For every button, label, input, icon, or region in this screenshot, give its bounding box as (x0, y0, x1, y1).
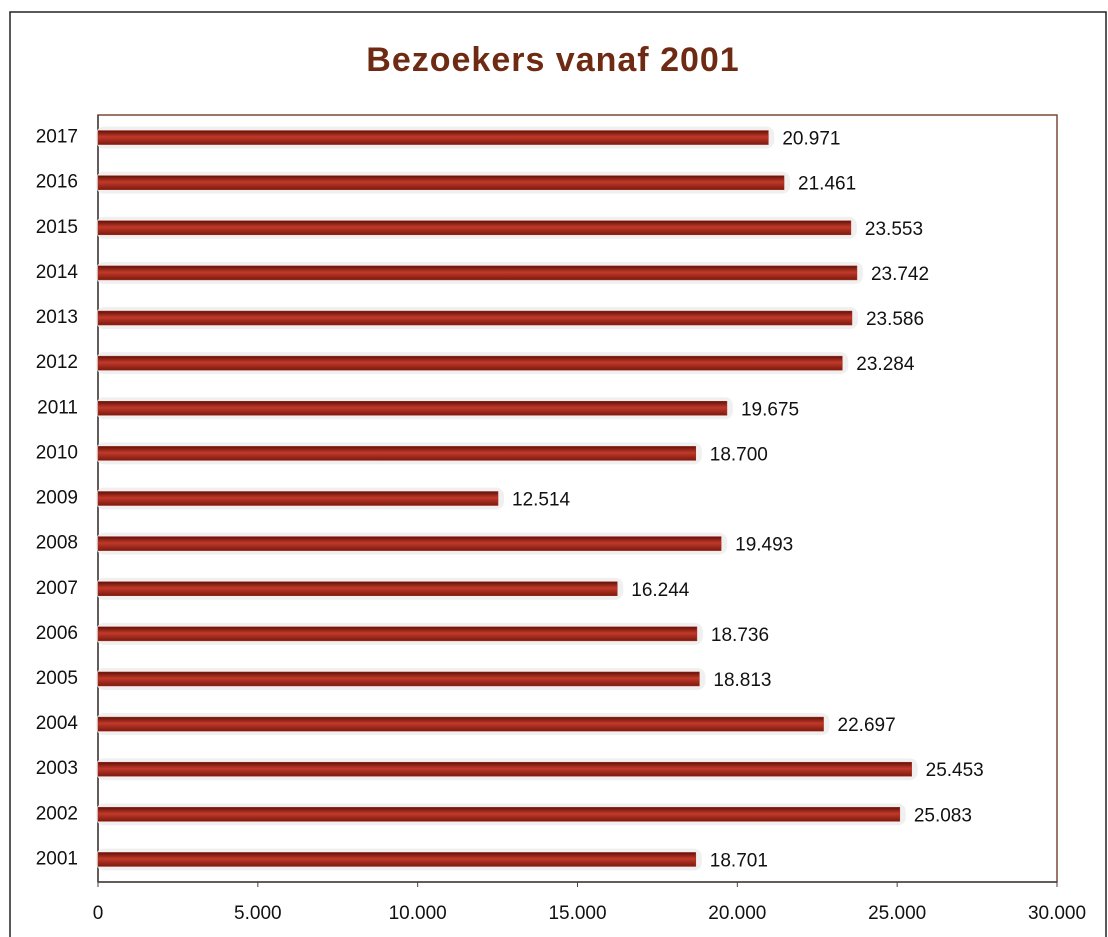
bar (97, 491, 499, 506)
value-label: 25.083 (914, 805, 972, 826)
bar (97, 761, 912, 777)
bar (97, 401, 728, 416)
y-tick-label: 2013 (36, 307, 78, 328)
bar (97, 220, 852, 236)
bar (97, 581, 618, 596)
x-tick-label: 15.000 (548, 903, 606, 924)
value-label: 25.453 (926, 760, 984, 781)
value-label: 12.514 (512, 490, 571, 511)
y-tick-label: 2011 (37, 397, 78, 418)
value-label: 18.736 (711, 625, 769, 646)
frame (9, 11, 1107, 937)
bar (97, 807, 901, 822)
value-label: 23.586 (866, 309, 924, 330)
x-tick-label: 30.000 (1028, 903, 1086, 924)
value-label: 23.284 (856, 354, 915, 375)
x-tick-label: 0 (93, 903, 104, 924)
y-tick-label: 2012 (36, 352, 78, 373)
value-label: 19.493 (735, 535, 793, 556)
y-tick-label: 2006 (36, 623, 78, 644)
value-label: 19.675 (741, 399, 799, 420)
bar (97, 310, 853, 326)
value-label: 23.553 (865, 219, 923, 240)
y-tick-label: 2002 (36, 803, 78, 824)
value-label: 21.461 (798, 174, 856, 195)
y-tick-label: 2008 (36, 533, 78, 554)
x-tick-label: 5.000 (234, 903, 282, 924)
bar (97, 626, 698, 642)
bar (97, 716, 824, 732)
y-tick-label: 2009 (36, 488, 78, 509)
value-label: 16.244 (631, 580, 690, 601)
value-label: 18.700 (710, 444, 768, 465)
y-tick-label: 2014 (36, 262, 79, 283)
value-label: 18.813 (713, 670, 771, 691)
value-label: 20.971 (782, 129, 840, 150)
bar (97, 355, 843, 371)
x-tick-label: 25.000 (868, 903, 926, 924)
bar (97, 265, 858, 281)
bar (97, 175, 785, 190)
value-label: 18.701 (710, 850, 768, 871)
y-tick-label: 2007 (36, 578, 78, 599)
bar (97, 852, 697, 867)
y-tick-label: 2015 (36, 217, 78, 238)
y-tick-label: 2004 (36, 713, 79, 734)
y-tick-label: 2005 (36, 668, 78, 689)
bar (97, 446, 697, 461)
x-tick-label: 20.000 (708, 903, 766, 924)
chart-title: Bezoekers vanaf 2001 (366, 41, 739, 79)
y-tick-label: 2016 (36, 172, 78, 193)
y-tick-label: 2003 (36, 758, 78, 779)
y-tick-label: 2017 (36, 127, 78, 148)
value-label: 23.742 (871, 264, 929, 285)
x-tick-label: 10.000 (389, 903, 447, 924)
value-label: 22.697 (838, 715, 896, 736)
y-tick-label: 2010 (36, 442, 78, 463)
bar (97, 130, 769, 145)
bar (97, 671, 700, 687)
y-tick-label: 2001 (36, 848, 78, 869)
bar (97, 536, 722, 551)
